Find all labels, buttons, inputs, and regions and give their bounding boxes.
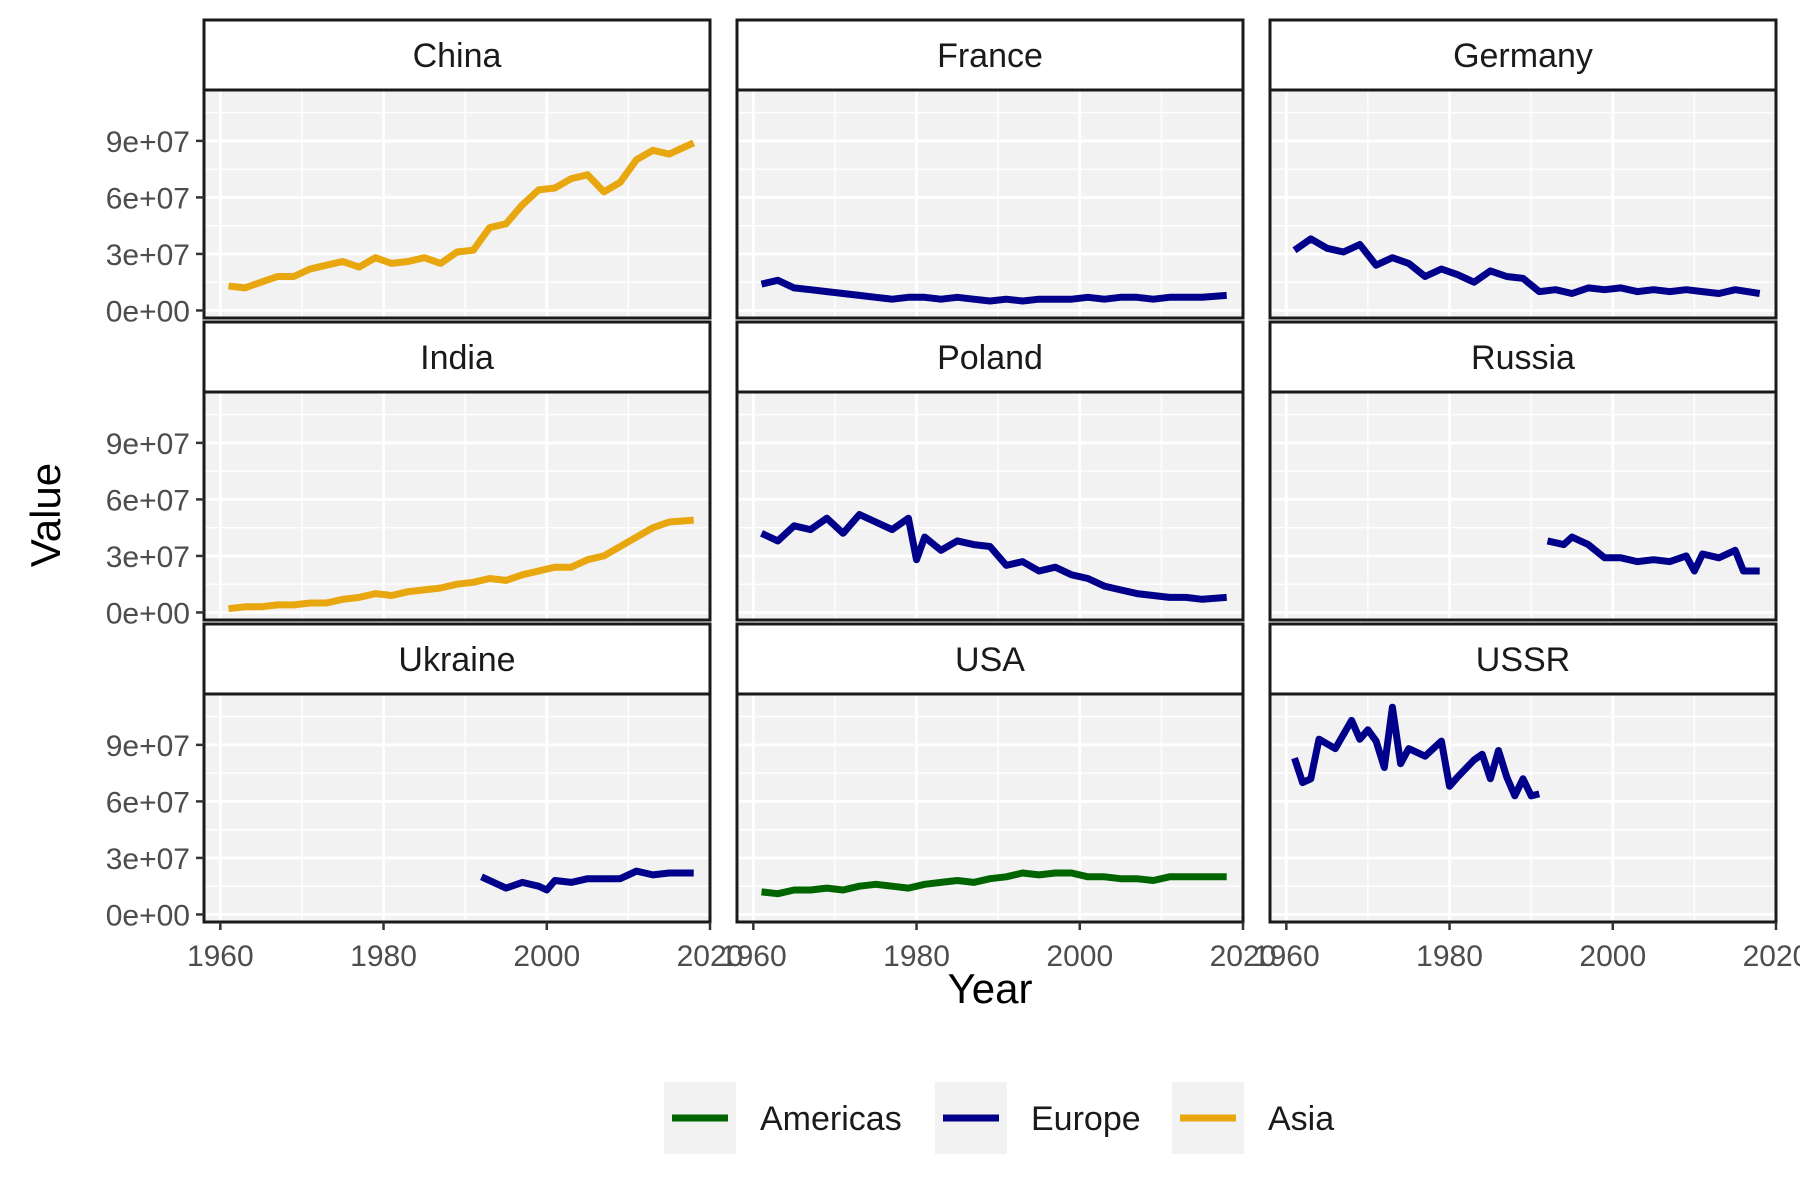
legend-label: Europe <box>1031 1100 1141 1138</box>
y-axis-title: Value <box>22 463 69 567</box>
y-tick-label: 6e+07 <box>106 484 190 517</box>
panel-border <box>202 692 712 924</box>
panel-border <box>735 88 1245 320</box>
series-line-france <box>760 276 1227 305</box>
series-line-usa <box>761 869 1227 898</box>
x-tick-label: 2020 <box>677 940 744 973</box>
facet-panel-china: China 0e+00 3e+07 6e+07 9e+07 <box>106 18 712 328</box>
panel-border <box>735 390 1245 622</box>
series-line-ussr <box>1291 703 1541 800</box>
facet-panel-germany: Germany <box>1268 18 1778 320</box>
series-line-india <box>228 516 694 613</box>
x-tick-label: 2020 <box>1210 940 1277 973</box>
y-tick-label: 3e+07 <box>106 843 190 876</box>
panel-background <box>737 694 1243 922</box>
legend-item-europe: Europe <box>935 1082 1141 1154</box>
facet-strip <box>202 320 712 394</box>
facet-strip-label: Russia <box>1471 339 1575 377</box>
panel-background <box>1270 392 1776 620</box>
y-tick-label: 9e+07 <box>106 730 190 763</box>
facet-strip-label: France <box>937 37 1043 75</box>
y-tick-label: 9e+07 <box>106 126 190 159</box>
x-tick-label: 1960 <box>187 940 254 973</box>
panel-background <box>1270 90 1776 318</box>
series-line-germany <box>1292 235 1761 297</box>
legend-label: Asia <box>1268 1100 1334 1138</box>
facet-panel-russia: Russia <box>1268 320 1778 622</box>
facet-strip-label: USSR <box>1476 641 1570 679</box>
panel-border <box>1268 88 1778 320</box>
facet-strip <box>735 18 1245 92</box>
legend: Americas Europe Asia <box>664 1082 1334 1154</box>
legend-label: Americas <box>760 1100 902 1138</box>
x-tick-label: 1960 <box>720 940 787 973</box>
panel-border <box>1268 692 1778 924</box>
facet-strip <box>1268 622 1778 696</box>
facet-strip-label: USA <box>955 641 1025 679</box>
panel-background <box>204 694 710 922</box>
facet-strip <box>735 320 1245 394</box>
facet-strip-label: Ukraine <box>398 641 515 679</box>
series-line-ukraine <box>480 867 694 894</box>
x-tick-label: 2000 <box>1579 940 1646 973</box>
panel-background <box>737 392 1243 620</box>
facet-panel-usa: USA 1960 1980 2000 2020 <box>720 622 1277 973</box>
y-tick-label: 0e+00 <box>106 597 190 630</box>
panel-border <box>202 390 712 622</box>
legend-item-americas: Americas <box>664 1082 902 1154</box>
facet-strip-label: Germany <box>1453 37 1593 75</box>
series-line-poland <box>760 511 1227 603</box>
series-line-china <box>228 139 696 292</box>
y-tick-label: 3e+07 <box>106 541 190 574</box>
x-tick-label: 1960 <box>1253 940 1320 973</box>
facet-panel-ukraine: Ukraine 0e+00 3e+07 6e+07 9e+07 1960 1980 2000 2… <box>106 622 744 973</box>
y-tick-label: 3e+07 <box>106 239 190 272</box>
facet-panel-india: India 0e+00 3e+07 6e+07 9e+07 <box>106 320 712 630</box>
series-line-russia <box>1546 533 1760 575</box>
x-tick-label: 2000 <box>1046 940 1113 973</box>
facet-panel-france: France <box>735 18 1245 320</box>
panel-border <box>735 692 1245 924</box>
panel-border <box>1268 390 1778 622</box>
x-tick-label: 1980 <box>883 940 950 973</box>
x-tick-label: 2000 <box>513 940 580 973</box>
x-tick-label: 1980 <box>350 940 417 973</box>
facet-panel-poland: Poland <box>735 320 1245 622</box>
facet-strip <box>1268 18 1778 92</box>
facet-panel-ussr: USSR 1960 1980 2000 2020 <box>1253 622 1800 973</box>
y-tick-label: 9e+07 <box>106 428 190 461</box>
facet-strip-label: China <box>413 37 502 75</box>
y-tick-label: 0e+00 <box>106 899 190 932</box>
facet-strip-label: India <box>420 339 494 377</box>
panel-background <box>204 90 710 318</box>
legend-item-asia: Asia <box>1172 1082 1334 1154</box>
y-tick-label: 6e+07 <box>106 182 190 215</box>
panel-border <box>202 88 712 320</box>
facet-strip <box>202 18 712 92</box>
x-axis-title: Year <box>948 965 1033 1012</box>
x-tick-label: 2020 <box>1743 940 1800 973</box>
facet-panels: China 0e+00 3e+07 6e+07 9e+07 France Germany In… <box>106 18 1800 973</box>
panel-background <box>737 90 1243 318</box>
y-tick-label: 0e+00 <box>106 295 190 328</box>
y-tick-label: 6e+07 <box>106 786 190 819</box>
x-tick-label: 1980 <box>1416 940 1483 973</box>
facet-strip-label: Poland <box>937 339 1043 377</box>
